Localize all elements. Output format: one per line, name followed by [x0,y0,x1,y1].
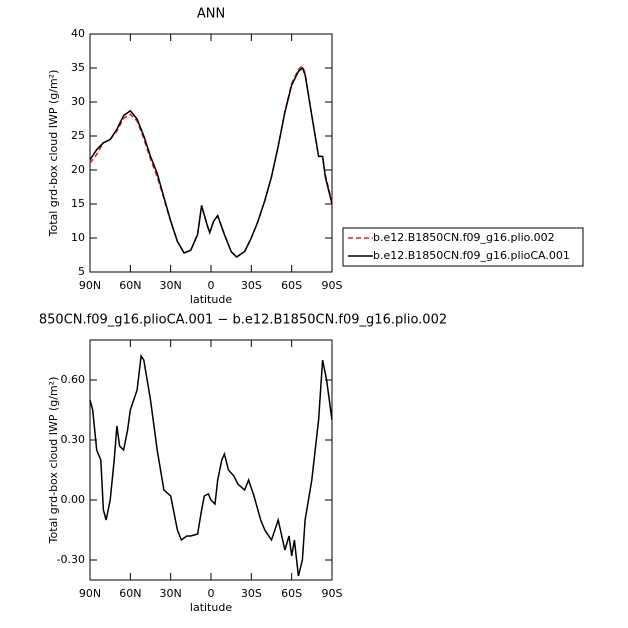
y-axis-label: Total grd-box cloud IWP (g/m²) [47,377,60,545]
legend-label: b.e12.B1850CN.f09_g16.plio.002 [373,231,555,244]
x-tick-label: 0 [208,587,215,600]
chart-title: 850CN.f09_g16.plioCA.001 − b.e12.B1850CN… [39,313,447,328]
data-line [89,66,333,258]
x-axis-label: latitude [190,601,232,614]
y-tick-label: 35 [71,61,85,74]
x-tick-label: 60N [119,279,141,292]
x-axis-label: latitude [190,293,232,306]
y-tick-label: 40 [71,27,85,40]
y-tick-label: 25 [71,129,85,142]
x-tick-label: 60S [281,587,302,600]
y-tick-label: 15 [71,197,85,210]
y-tick-label: 0.00 [61,493,86,506]
y-tick-label: 0.30 [61,433,86,446]
x-tick-label: 0 [208,279,215,292]
y-axis-label: Total grd-box cloud IWP (g/m²) [47,70,60,238]
x-tick-label: 30N [160,279,182,292]
chart-title: ANN [197,7,225,22]
x-tick-label: 90N [79,587,101,600]
x-tick-label: 60N [119,587,141,600]
x-tick-label: 30S [241,587,262,600]
plot-frame [89,339,333,581]
y-tick-label: 20 [71,163,85,176]
legend-box [342,227,584,267]
y-tick-label: 10 [71,231,85,244]
y-tick-label: -0.30 [57,553,85,566]
y-tick-label: 0.60 [61,373,86,386]
plot-frame [89,33,333,273]
x-tick-label: 60S [281,279,302,292]
legend-label: b.e12.B1850CN.f09_g16.plioCA.001 [373,249,570,262]
y-tick-label: 30 [71,95,85,108]
x-tick-label: 90N [79,279,101,292]
y-tick-label: 5 [78,265,85,278]
data-line [89,353,333,577]
x-tick-label: 30S [241,279,262,292]
x-tick-label: 90S [322,279,343,292]
x-tick-label: 30N [160,587,182,600]
x-tick-label: 90S [322,587,343,600]
